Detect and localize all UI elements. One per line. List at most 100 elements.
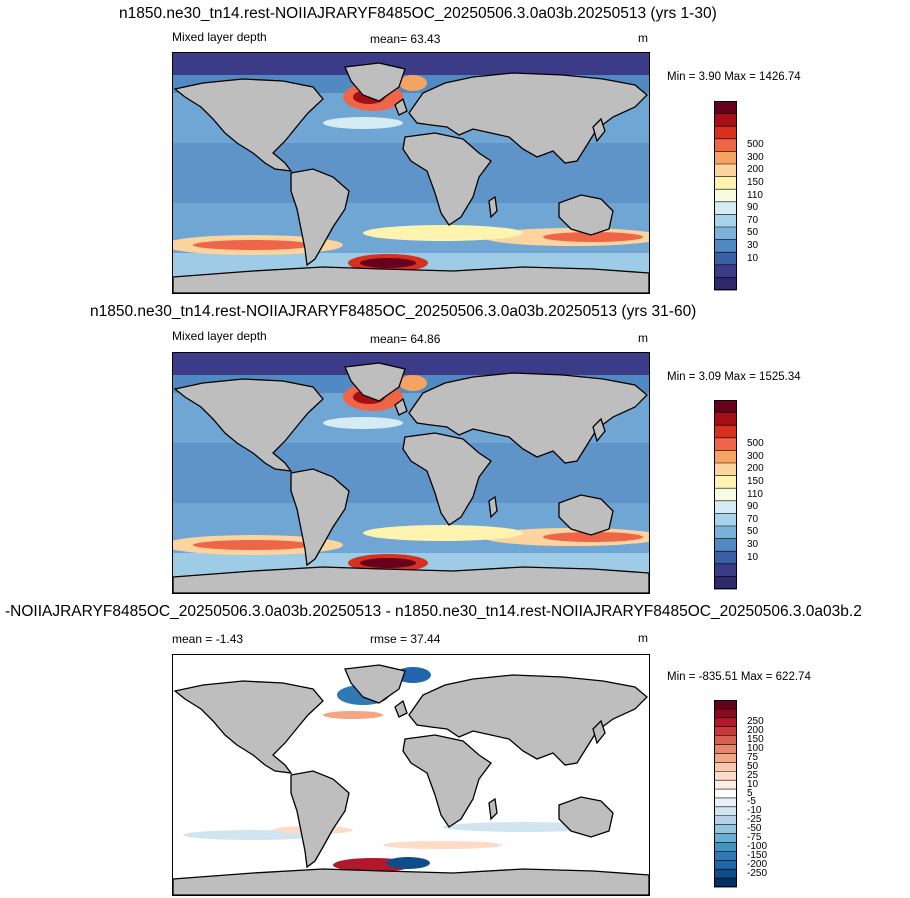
panel-3-min-max: Min = -835.51 Max = 622.74 bbox=[667, 671, 811, 683]
landmass bbox=[394, 97, 408, 116]
panel-2-variable-label: Mixed layer depth bbox=[172, 329, 267, 343]
colorbar-swatch bbox=[714, 789, 737, 799]
colorbar-swatch bbox=[714, 227, 737, 241]
colorbar-swatch bbox=[714, 815, 737, 826]
colorbar-swatch bbox=[714, 214, 737, 228]
landmass bbox=[173, 266, 649, 293]
colorbar-swatch bbox=[714, 189, 737, 203]
panel-1-mean-label: mean= 63.43 bbox=[370, 32, 441, 46]
landmass bbox=[558, 796, 614, 838]
colorbar-tick-label: 10 bbox=[747, 551, 759, 563]
landmass bbox=[558, 494, 614, 536]
colorbar-tick-label: 10 bbox=[747, 252, 759, 264]
colorbar-swatch bbox=[714, 842, 737, 852]
landmass bbox=[592, 417, 606, 443]
colorbar-swatch bbox=[714, 437, 737, 451]
colorbar-swatch bbox=[714, 400, 737, 414]
colorbar-tick-label: -75 bbox=[747, 832, 762, 844]
colorbar-swatch bbox=[714, 475, 737, 489]
landmass bbox=[173, 566, 649, 593]
colorbar-swatch bbox=[714, 264, 737, 278]
panel-3-colorbar: 250 200 150 100 75 50 25 10 5 -5 -10 -25 -50 -75 -100-… bbox=[714, 700, 767, 888]
colorbar-tick-label: -200 bbox=[747, 858, 768, 870]
colorbar-tick-label: -250 bbox=[747, 867, 768, 879]
landmass bbox=[290, 770, 350, 869]
colorbar-tick-label: 50 bbox=[747, 760, 759, 772]
landmass bbox=[173, 680, 324, 774]
colorbar-swatch bbox=[714, 700, 737, 710]
colorbar-tick-label: 250 bbox=[747, 716, 764, 728]
landmass bbox=[394, 699, 408, 718]
landmass bbox=[402, 432, 492, 526]
colorbar-tick-label: 110 bbox=[747, 189, 763, 201]
landmass bbox=[394, 397, 408, 416]
colorbar-swatch bbox=[714, 201, 737, 215]
colorbar-swatch bbox=[714, 780, 737, 790]
landmass bbox=[488, 495, 498, 519]
colorbar-swatch bbox=[714, 425, 737, 439]
colorbar-swatch bbox=[714, 806, 737, 817]
panel-2-map-graphic bbox=[173, 353, 649, 593]
panel-3-mean-label: mean = -1.43 bbox=[172, 632, 244, 646]
colorbar-swatch bbox=[714, 176, 737, 190]
colorbar-tick-label: 200 bbox=[747, 164, 764, 176]
panel-3-units-label: m bbox=[638, 631, 648, 645]
landmass bbox=[402, 132, 492, 226]
colorbar-swatch bbox=[714, 252, 737, 266]
panel-3-map-graphic bbox=[173, 655, 649, 895]
colorbar-swatch bbox=[714, 563, 737, 577]
colorbar-swatch bbox=[714, 551, 737, 565]
colorbar-swatch bbox=[714, 277, 737, 291]
colorbar-swatch bbox=[714, 576, 737, 590]
colorbar-swatch bbox=[714, 450, 737, 464]
colorbar-swatch bbox=[714, 851, 737, 861]
panel-1-title: n1850.ne30_tn14.rest-NOIIAJRARYF8485OC_2… bbox=[119, 5, 717, 22]
landmass bbox=[173, 78, 324, 172]
colorbar-swatch bbox=[714, 726, 737, 737]
colorbar-swatch bbox=[714, 538, 737, 552]
panel-1-map bbox=[172, 52, 650, 294]
colorbar-tick-label: -100 bbox=[747, 840, 768, 852]
colorbar-swatch bbox=[714, 735, 737, 746]
landmass bbox=[408, 372, 648, 464]
colorbar-tick-label: 50 bbox=[747, 526, 759, 538]
colorbar-tick-label: 75 bbox=[747, 751, 759, 763]
colorbar-swatch bbox=[714, 762, 737, 772]
panel-3-title: -NOIIAJRARYF8485OC_20250506.3.0a03b.2025… bbox=[5, 603, 862, 620]
panel-2-min-max: Min = 3.09 Max = 1525.34 bbox=[667, 371, 801, 383]
landmass bbox=[592, 117, 606, 143]
colorbar-swatch bbox=[714, 513, 737, 527]
panel-2-mean-label: mean= 64.86 bbox=[370, 332, 441, 346]
colorbar-tick-label: 500 bbox=[747, 139, 764, 151]
colorbar-swatch bbox=[714, 500, 737, 514]
colorbar-tick-label: 10 bbox=[747, 778, 759, 790]
colorbar-tick-label: 300 bbox=[747, 450, 764, 462]
colorbar-tick-label: -5 bbox=[747, 796, 756, 808]
colorbar-tick-label: 90 bbox=[747, 501, 759, 513]
panel-3-map bbox=[172, 654, 650, 896]
colorbar-tick-label: -25 bbox=[747, 814, 762, 826]
landmass bbox=[290, 468, 350, 567]
landmass bbox=[173, 868, 649, 895]
colorbar-swatch bbox=[714, 878, 737, 888]
colorbar-tick-label: 200 bbox=[747, 725, 764, 737]
colorbar-swatch bbox=[714, 138, 737, 152]
panel-2-map bbox=[172, 352, 650, 594]
panel-1-map-graphic bbox=[173, 53, 649, 293]
colorbar-swatch bbox=[714, 860, 737, 870]
colorbar-tick-label: 110 bbox=[747, 488, 763, 500]
colorbar-tick-label: 150 bbox=[747, 734, 764, 746]
landmass bbox=[344, 62, 406, 102]
colorbar-swatch bbox=[714, 708, 737, 719]
colorbar-swatch bbox=[714, 824, 737, 835]
colorbar-swatch bbox=[714, 869, 737, 879]
panel-1-colorbar: 500 300 200 150 110 90 70 50 30 10 bbox=[714, 101, 764, 291]
panel-1-variable-label: Mixed layer depth bbox=[172, 30, 267, 44]
colorbar-tick-label: 70 bbox=[747, 513, 759, 525]
colorbar-swatch bbox=[714, 101, 737, 115]
colorbar-swatch bbox=[714, 463, 737, 477]
colorbar-swatch bbox=[714, 412, 737, 426]
landmass bbox=[408, 674, 648, 766]
colorbar-tick-label: 150 bbox=[747, 176, 764, 188]
landmass bbox=[488, 797, 498, 821]
